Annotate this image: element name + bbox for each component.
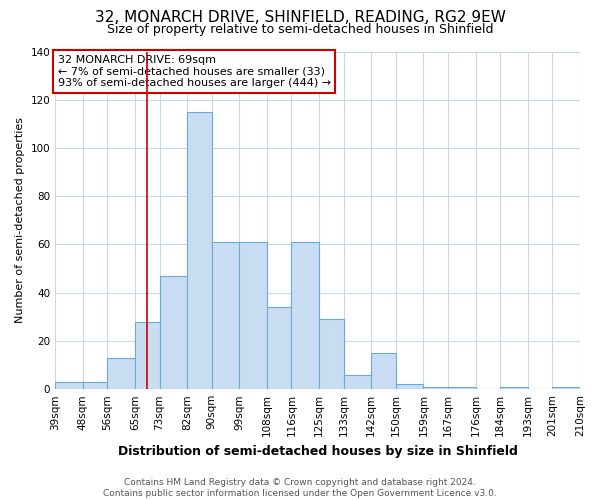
Bar	[319, 319, 344, 389]
Text: 32 MONARCH DRIVE: 69sqm
← 7% of semi-detached houses are smaller (33)
93% of sem: 32 MONARCH DRIVE: 69sqm ← 7% of semi-det…	[58, 55, 331, 88]
Bar	[83, 382, 107, 389]
Bar	[553, 387, 580, 389]
X-axis label: Distribution of semi-detached houses by size in Shinfield: Distribution of semi-detached houses by …	[118, 444, 518, 458]
Bar	[187, 112, 212, 389]
Bar	[267, 307, 292, 389]
Bar	[135, 322, 160, 389]
Bar	[212, 242, 239, 389]
Bar	[371, 353, 396, 389]
Bar	[160, 276, 187, 389]
Y-axis label: Number of semi-detached properties: Number of semi-detached properties	[15, 118, 25, 324]
Bar	[424, 387, 448, 389]
Bar	[55, 382, 83, 389]
Text: Size of property relative to semi-detached houses in Shinfield: Size of property relative to semi-detach…	[107, 22, 493, 36]
Bar	[107, 358, 135, 389]
Bar	[500, 387, 528, 389]
Bar	[292, 242, 319, 389]
Text: 32, MONARCH DRIVE, SHINFIELD, READING, RG2 9EW: 32, MONARCH DRIVE, SHINFIELD, READING, R…	[95, 10, 505, 25]
Bar	[239, 242, 267, 389]
Bar	[344, 374, 371, 389]
Text: Contains HM Land Registry data © Crown copyright and database right 2024.
Contai: Contains HM Land Registry data © Crown c…	[103, 478, 497, 498]
Bar	[396, 384, 424, 389]
Bar	[448, 387, 476, 389]
